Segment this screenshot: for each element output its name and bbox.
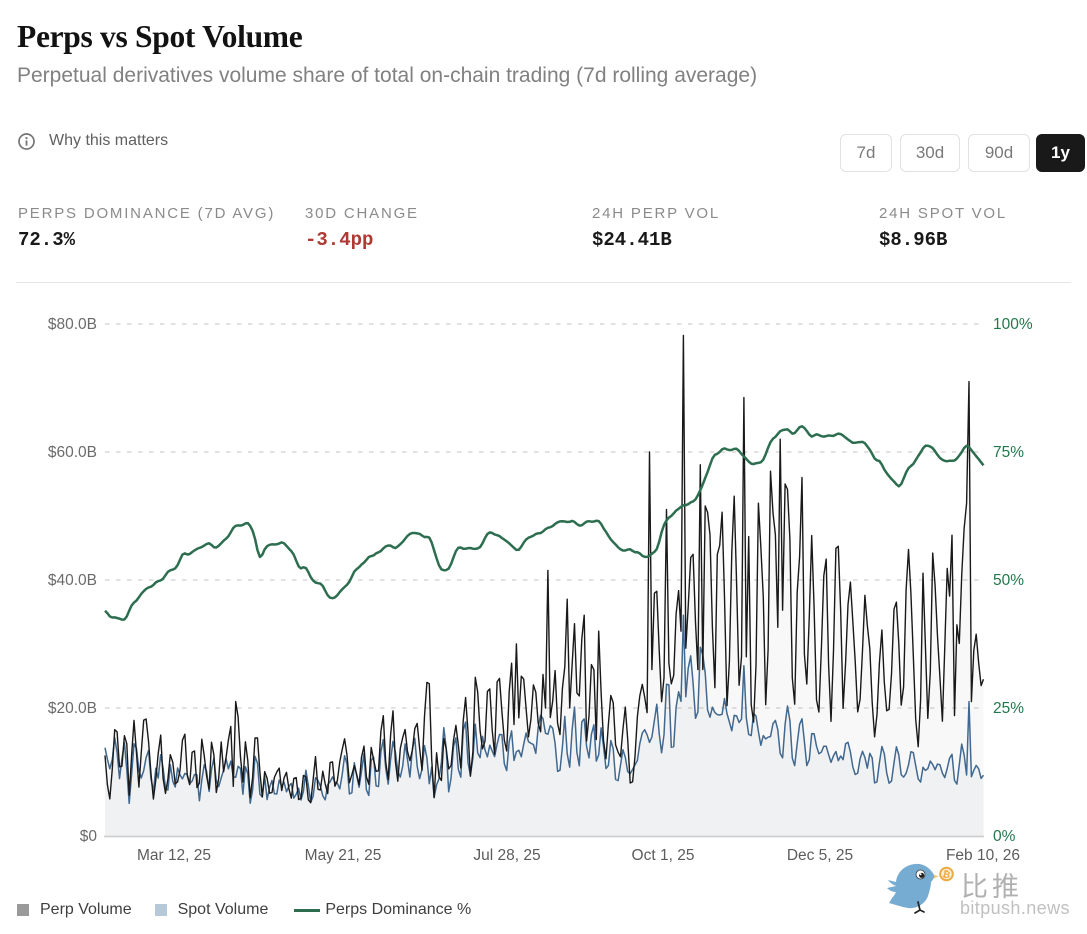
svg-text:$0: $0 xyxy=(80,828,98,845)
svg-text:$20.0B: $20.0B xyxy=(48,700,97,717)
svg-text:0%: 0% xyxy=(993,828,1016,845)
svg-text:50%: 50% xyxy=(993,572,1024,589)
svg-text:$40.0B: $40.0B xyxy=(48,572,97,589)
svg-text:$80.0B: $80.0B xyxy=(48,316,97,333)
svg-text:Mar 12, 25: Mar 12, 25 xyxy=(137,847,211,864)
svg-text:$60.0B: $60.0B xyxy=(48,444,97,461)
svg-text:75%: 75% xyxy=(993,444,1024,461)
svg-text:May 21, 25: May 21, 25 xyxy=(305,847,382,864)
svg-text:25%: 25% xyxy=(993,700,1024,717)
svg-text:₿: ₿ xyxy=(941,869,951,882)
svg-text:Jul 28, 25: Jul 28, 25 xyxy=(473,847,540,864)
svg-text:100%: 100% xyxy=(993,316,1033,333)
svg-text:Oct 1, 25: Oct 1, 25 xyxy=(632,847,695,864)
svg-text:Feb 10, 26: Feb 10, 26 xyxy=(946,847,1020,864)
svg-text:Dec 5, 25: Dec 5, 25 xyxy=(787,847,853,864)
